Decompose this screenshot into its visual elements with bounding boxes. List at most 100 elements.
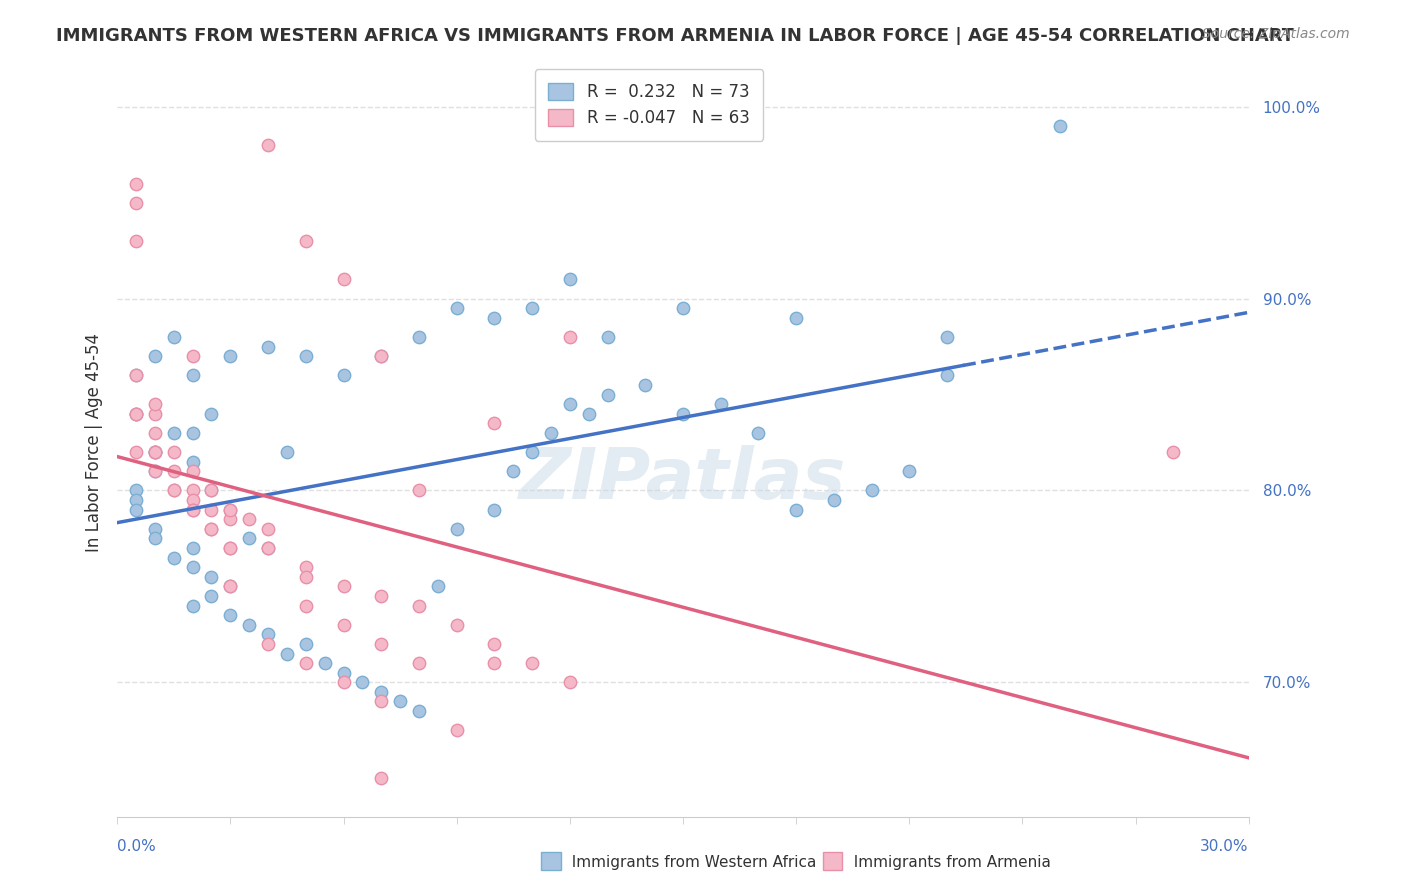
Point [332, 579, 354, 593]
Point [389, 694, 412, 708]
Point [520, 656, 543, 670]
Point [163, 425, 186, 440]
Point [370, 637, 392, 651]
Text: Immigrants from Armenia: Immigrants from Armenia [844, 855, 1050, 870]
Point [143, 522, 166, 536]
Point [1163, 445, 1185, 459]
Point [370, 349, 392, 363]
Point [125, 177, 148, 191]
Point [181, 455, 204, 469]
Point [276, 647, 298, 661]
Point [314, 656, 336, 670]
Point [143, 445, 166, 459]
Legend: R =  0.232   N = 73, R = -0.047   N = 63: R = 0.232 N = 73, R = -0.047 N = 63 [536, 70, 763, 141]
Point [898, 464, 921, 478]
Point [125, 502, 148, 516]
Point [257, 340, 280, 354]
Point [125, 234, 148, 248]
Point [219, 608, 242, 623]
Point [634, 378, 657, 392]
Point [294, 349, 316, 363]
Point [163, 464, 186, 478]
Point [200, 570, 222, 584]
Point [370, 685, 392, 699]
Point [163, 550, 186, 565]
Point [125, 407, 148, 421]
Point [238, 512, 260, 526]
Point [408, 483, 430, 498]
Point [219, 541, 242, 555]
Point [426, 579, 449, 593]
Point [257, 522, 280, 536]
Point [219, 541, 242, 555]
Point [181, 493, 204, 508]
Point [181, 368, 204, 383]
Point [163, 445, 186, 459]
Point [257, 541, 280, 555]
Point [860, 483, 883, 498]
Point [200, 522, 222, 536]
Point [294, 656, 316, 670]
Point [502, 464, 524, 478]
Point [143, 445, 166, 459]
Point [823, 493, 845, 508]
Point [143, 464, 166, 478]
Point [370, 589, 392, 603]
Point [143, 445, 166, 459]
Point [125, 483, 148, 498]
Point [143, 349, 166, 363]
Point [200, 483, 222, 498]
Point [125, 368, 148, 383]
Text: 0.0%: 0.0% [117, 838, 156, 854]
Text: IMMIGRANTS FROM WESTERN AFRICA VS IMMIGRANTS FROM ARMENIA IN LABOR FORCE | AGE 4: IMMIGRANTS FROM WESTERN AFRICA VS IMMIGR… [56, 27, 1295, 45]
Point [747, 425, 769, 440]
Point [446, 723, 468, 738]
Point [181, 502, 204, 516]
Point [332, 675, 354, 690]
Point [785, 502, 807, 516]
Point [558, 397, 581, 411]
Point [558, 272, 581, 286]
Point [558, 330, 581, 344]
Point [332, 617, 354, 632]
Point [370, 349, 392, 363]
Point [596, 387, 619, 401]
Point [578, 407, 600, 421]
Point [596, 330, 619, 344]
Point [219, 502, 242, 516]
Point [484, 310, 506, 325]
Point [294, 570, 316, 584]
Point [200, 589, 222, 603]
Point [219, 579, 242, 593]
Point [936, 330, 959, 344]
Point [484, 637, 506, 651]
Point [520, 301, 543, 316]
Point [294, 234, 316, 248]
Point [785, 310, 807, 325]
Point [163, 330, 186, 344]
Point [520, 445, 543, 459]
Point [408, 599, 430, 613]
Text: Immigrants from Western Africa: Immigrants from Western Africa [562, 855, 817, 870]
Point [219, 502, 242, 516]
Point [710, 397, 733, 411]
Point [181, 502, 204, 516]
Point [558, 675, 581, 690]
Y-axis label: In Labor Force | Age 45-54: In Labor Force | Age 45-54 [86, 333, 103, 552]
Point [446, 301, 468, 316]
Point [257, 138, 280, 153]
Point [143, 425, 166, 440]
Point [370, 771, 392, 785]
Point [238, 532, 260, 546]
Point [125, 407, 148, 421]
Point [257, 627, 280, 641]
Point [200, 502, 222, 516]
Point [446, 617, 468, 632]
Point [672, 301, 695, 316]
Point [294, 637, 316, 651]
Point [484, 656, 506, 670]
Point [238, 617, 260, 632]
Point [332, 368, 354, 383]
Point [370, 694, 392, 708]
Point [125, 368, 148, 383]
